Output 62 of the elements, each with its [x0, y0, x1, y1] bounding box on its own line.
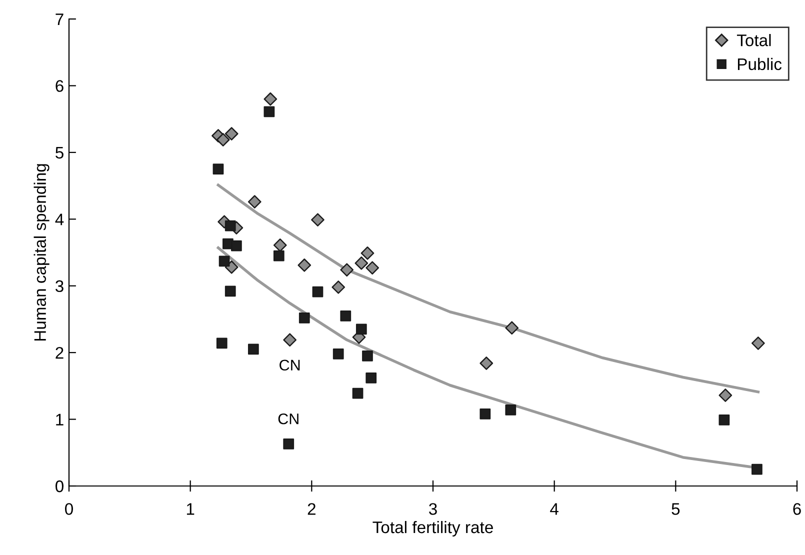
point — [283, 438, 294, 450]
point — [352, 388, 364, 399]
point — [216, 338, 228, 349]
point — [360, 246, 374, 260]
point — [340, 263, 354, 277]
point — [273, 250, 284, 262]
point — [356, 324, 367, 335]
x-tick-label: 3 — [429, 503, 437, 515]
y-tick-label: 3 — [56, 280, 64, 292]
point — [231, 240, 242, 252]
point — [283, 333, 297, 347]
y-tick-label: 6 — [56, 80, 64, 92]
point — [264, 106, 275, 118]
point — [366, 261, 380, 275]
line-series — [216, 184, 760, 394]
point — [224, 127, 238, 140]
point — [354, 256, 368, 270]
point — [480, 356, 494, 370]
x-tick-label: 1 — [186, 503, 194, 515]
y-tick-label: 1 — [56, 414, 64, 426]
point — [212, 164, 224, 175]
y-axis-title: Human capital spending — [34, 164, 50, 341]
point — [752, 464, 762, 475]
point — [340, 310, 352, 322]
point — [248, 344, 259, 355]
point — [298, 258, 312, 272]
point — [273, 238, 287, 252]
point — [751, 336, 765, 350]
point — [218, 256, 230, 267]
point — [224, 286, 236, 297]
point — [264, 92, 278, 106]
x-tick-label: 5 — [672, 503, 680, 515]
annotation: CN — [278, 413, 298, 424]
point — [505, 404, 516, 416]
point — [480, 408, 491, 420]
point — [505, 321, 519, 335]
y-tick-label: 0 — [56, 480, 64, 492]
legend-label: Total — [736, 34, 771, 46]
y-tick-label: 5 — [56, 147, 64, 159]
x-tick-label: 6 — [793, 503, 801, 515]
x-tick-label: 0 — [65, 503, 73, 515]
y-tick-label: 2 — [56, 346, 64, 359]
point — [366, 372, 377, 384]
point — [224, 220, 236, 232]
point — [311, 213, 324, 226]
x-tick-label: 4 — [550, 503, 558, 515]
y-tick-label: 4 — [55, 214, 64, 226]
annotation: CN — [280, 360, 300, 371]
point — [216, 133, 230, 146]
point — [718, 414, 730, 426]
point — [332, 280, 346, 294]
x-axis-title: Total fertility rate — [372, 520, 493, 537]
y-tick-label: 7 — [56, 14, 64, 26]
point — [312, 286, 324, 298]
point — [362, 350, 373, 362]
point — [224, 260, 238, 274]
point — [248, 195, 262, 208]
legend-label: Public — [738, 58, 782, 70]
point — [332, 348, 344, 360]
point — [718, 388, 732, 402]
point — [298, 312, 310, 324]
x-tick-label: 2 — [308, 503, 316, 515]
